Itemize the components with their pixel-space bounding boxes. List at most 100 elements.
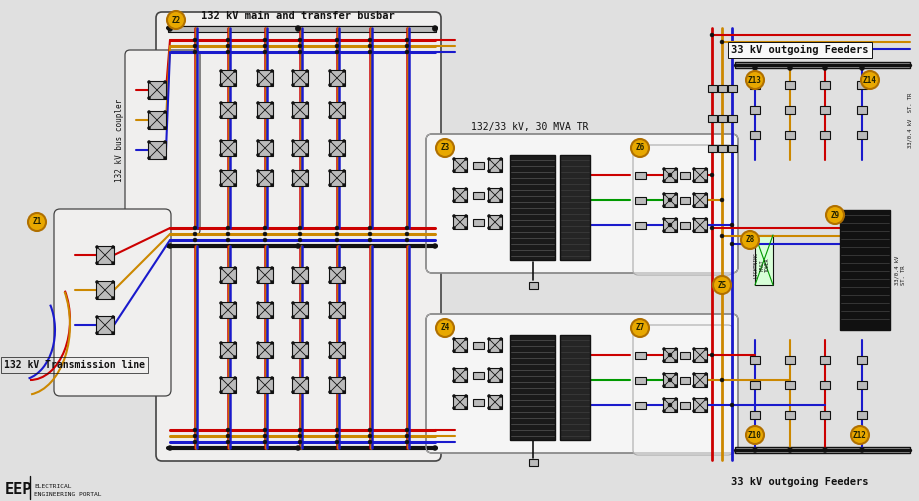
Circle shape <box>487 406 490 409</box>
Bar <box>256 377 273 393</box>
Circle shape <box>335 226 338 230</box>
Bar <box>452 158 467 172</box>
Circle shape <box>305 376 308 379</box>
Circle shape <box>305 281 308 284</box>
Circle shape <box>193 38 197 42</box>
Bar <box>452 368 467 382</box>
Circle shape <box>256 342 259 345</box>
Circle shape <box>436 139 453 157</box>
Circle shape <box>342 139 346 142</box>
FancyBboxPatch shape <box>125 50 199 235</box>
Circle shape <box>328 183 331 186</box>
Bar <box>220 377 236 393</box>
Circle shape <box>499 368 502 371</box>
Bar <box>329 140 345 156</box>
Circle shape <box>233 281 236 284</box>
Bar <box>472 219 483 226</box>
Bar <box>528 459 538 466</box>
Circle shape <box>432 27 437 32</box>
Circle shape <box>298 44 301 48</box>
Circle shape <box>729 47 733 51</box>
Circle shape <box>147 156 151 159</box>
Circle shape <box>692 348 695 351</box>
Bar <box>708 85 716 92</box>
Bar <box>857 381 866 389</box>
Circle shape <box>335 232 338 236</box>
Bar <box>663 348 676 362</box>
Circle shape <box>368 434 371 438</box>
Circle shape <box>662 360 664 363</box>
Circle shape <box>96 262 98 265</box>
Bar <box>291 302 308 318</box>
Bar <box>819 356 829 364</box>
Circle shape <box>256 70 259 73</box>
Circle shape <box>630 139 648 157</box>
Bar <box>857 411 866 419</box>
Circle shape <box>692 397 695 400</box>
Bar <box>819 411 829 419</box>
Circle shape <box>452 199 455 202</box>
Circle shape <box>291 376 294 379</box>
Circle shape <box>752 447 756 452</box>
Circle shape <box>256 84 259 87</box>
Circle shape <box>270 169 273 172</box>
Bar <box>487 395 502 409</box>
Circle shape <box>464 214 467 217</box>
Circle shape <box>167 11 185 29</box>
Circle shape <box>499 214 502 217</box>
Circle shape <box>220 390 222 393</box>
Bar <box>634 402 645 409</box>
Text: 132/33 kV, 30 MVA TR: 132/33 kV, 30 MVA TR <box>471 122 588 132</box>
Text: Z13: Z13 <box>747 76 761 85</box>
Circle shape <box>787 447 791 452</box>
Circle shape <box>464 394 467 397</box>
Bar <box>220 342 236 358</box>
Circle shape <box>291 302 294 305</box>
Circle shape <box>487 350 490 353</box>
Circle shape <box>328 267 331 270</box>
Circle shape <box>404 44 409 48</box>
Circle shape <box>298 50 301 54</box>
Circle shape <box>752 66 756 71</box>
Bar <box>708 115 716 122</box>
Circle shape <box>305 183 308 186</box>
Bar <box>784 106 794 114</box>
Circle shape <box>270 102 273 105</box>
Circle shape <box>662 409 664 412</box>
Circle shape <box>270 376 273 379</box>
Circle shape <box>328 316 331 319</box>
Circle shape <box>256 302 259 305</box>
Circle shape <box>342 342 346 345</box>
Circle shape <box>305 169 308 172</box>
Circle shape <box>305 139 308 142</box>
Bar <box>717 115 726 122</box>
Circle shape <box>328 281 331 284</box>
Circle shape <box>220 281 222 284</box>
Circle shape <box>298 428 301 432</box>
Bar <box>291 377 308 393</box>
Circle shape <box>305 342 308 345</box>
Circle shape <box>709 173 713 177</box>
Circle shape <box>193 428 197 432</box>
FancyBboxPatch shape <box>425 314 737 453</box>
Bar <box>452 338 467 352</box>
Circle shape <box>164 156 166 159</box>
Bar <box>96 281 114 299</box>
Text: Z8: Z8 <box>744 235 754 244</box>
Bar <box>472 192 483 199</box>
Bar <box>472 399 483 406</box>
Circle shape <box>111 316 114 319</box>
Circle shape <box>342 390 346 393</box>
Bar <box>329 342 345 358</box>
Circle shape <box>404 226 409 230</box>
Circle shape <box>404 232 409 236</box>
Circle shape <box>662 384 664 387</box>
Bar <box>819 106 829 114</box>
Circle shape <box>226 428 230 432</box>
Circle shape <box>256 356 259 359</box>
Circle shape <box>220 139 222 142</box>
Circle shape <box>692 217 695 220</box>
Bar <box>560 155 589 260</box>
Circle shape <box>368 238 371 242</box>
Circle shape <box>220 316 222 319</box>
